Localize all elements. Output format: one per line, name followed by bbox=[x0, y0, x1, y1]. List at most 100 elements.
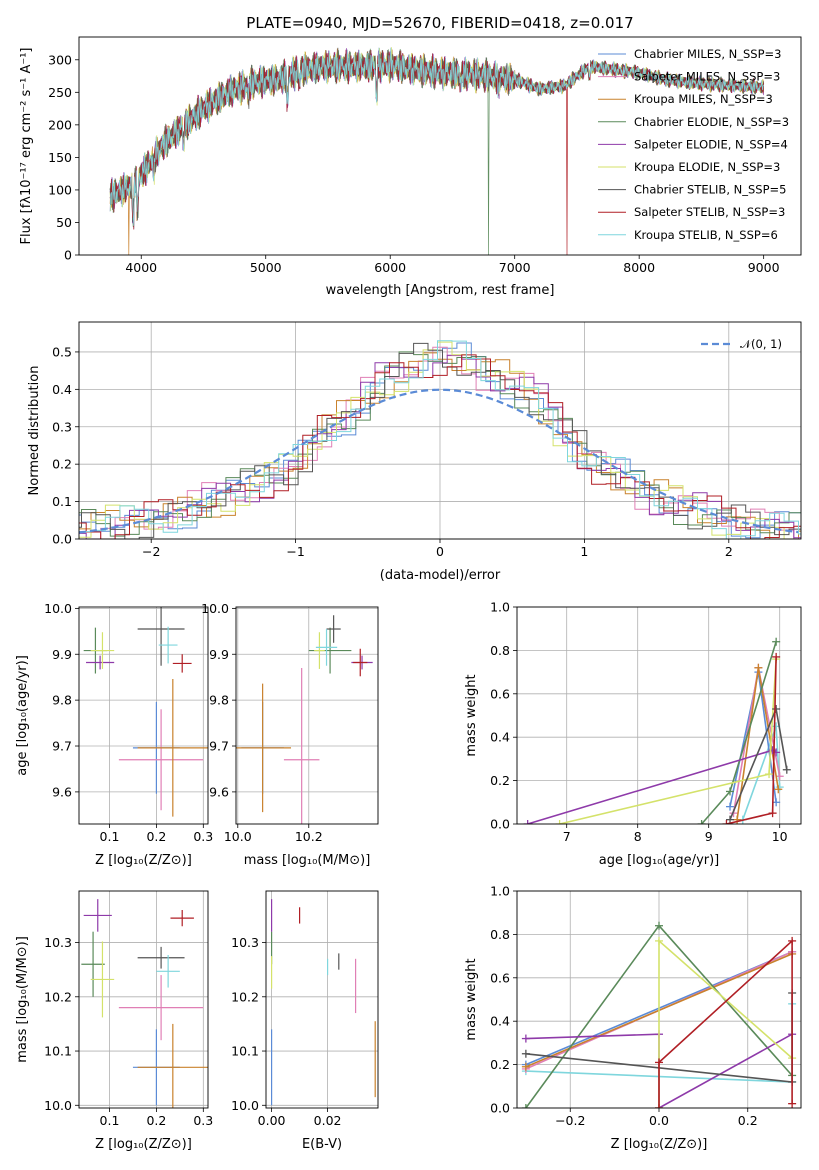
y-tick-label: 9.6 bbox=[209, 784, 229, 799]
x-axis-label: mass [log₁₀(M/M⊙)] bbox=[244, 853, 371, 868]
x-tick-label: 0.2 bbox=[146, 829, 166, 844]
y-tick-label: 0.8 bbox=[490, 643, 510, 658]
y-tick-label: 0.3 bbox=[52, 419, 72, 434]
y-tick-label: 10.0 bbox=[231, 1098, 259, 1113]
histograms bbox=[79, 340, 801, 539]
axes-frame bbox=[78, 890, 209, 1109]
y-tick-label: 0.2 bbox=[52, 457, 72, 472]
histogram-series bbox=[79, 340, 801, 539]
y-tick-label: 10.2 bbox=[231, 989, 259, 1004]
x-axis-label: age [log₁₀(age/yr)] bbox=[599, 853, 720, 868]
x-tick-label: 0.3 bbox=[193, 1113, 213, 1128]
y-tick-label: 10.2 bbox=[44, 989, 72, 1004]
legend-entry: Salpeter STELIB, N_SSP=3 bbox=[634, 205, 785, 219]
x-tick-label: 0 bbox=[436, 544, 444, 559]
legend-entry: Chabrier STELIB, N_SSP=5 bbox=[634, 183, 786, 197]
y-tick-label: 9.8 bbox=[52, 693, 72, 708]
histogram-series bbox=[79, 346, 801, 539]
x-tick-label: 0.00 bbox=[258, 1113, 286, 1128]
y-tick-label: 1.0 bbox=[490, 600, 510, 615]
y-tick-label: 50 bbox=[56, 215, 72, 230]
y-tick-label: 10.0 bbox=[201, 601, 229, 616]
x-tick-label: 2 bbox=[725, 544, 733, 559]
axes-frame bbox=[516, 890, 802, 1109]
axes-frame bbox=[516, 606, 802, 825]
y-tick-label: 10.0 bbox=[44, 1098, 72, 1113]
x-tick-label: −0.2 bbox=[555, 1113, 585, 1128]
x-tick-label: 0.1 bbox=[100, 829, 120, 844]
x-axis-label: (data-model)/error bbox=[380, 568, 501, 583]
axes-frame bbox=[78, 321, 802, 540]
y-tick-label: 1.0 bbox=[490, 884, 510, 899]
x-tick-label: 6000 bbox=[374, 260, 406, 275]
legend-entry: Chabrier MILES, N_SSP=3 bbox=[634, 47, 781, 61]
spectrum-lines bbox=[109, 47, 765, 255]
y-tick-label: 0.6 bbox=[490, 686, 510, 701]
histogram-series bbox=[79, 341, 801, 539]
x-tick-label: 9000 bbox=[748, 260, 780, 275]
x-axis-label: Z [log₁₀(Z/Z⊙)] bbox=[95, 853, 192, 868]
y-tick-label: 10.3 bbox=[231, 935, 259, 950]
y-axis-label: Flux [fλ10⁻¹⁷ erg cm⁻² s⁻¹ A⁻¹] bbox=[19, 48, 34, 245]
y-tick-label: 100 bbox=[48, 182, 72, 197]
y-tick-label: 9.7 bbox=[52, 739, 72, 754]
legend-entry: 𝒩(0, 1) bbox=[740, 337, 782, 351]
y-tick-label: 0.4 bbox=[490, 1014, 510, 1029]
x-tick-label: −1 bbox=[286, 544, 304, 559]
x-tick-label: 10.2 bbox=[295, 829, 323, 844]
weight-lines bbox=[523, 637, 791, 824]
y-tick-label: 10.1 bbox=[231, 1044, 259, 1059]
x-tick-label: 8000 bbox=[623, 260, 655, 275]
error-bars bbox=[81, 899, 208, 1108]
error-bars bbox=[83, 607, 208, 817]
chart-4 bbox=[513, 606, 801, 828]
series-line bbox=[729, 671, 777, 807]
x-axis-label: wavelength [Angstrom, rest frame] bbox=[326, 283, 555, 298]
x-axis-label: E(B-V) bbox=[302, 1137, 342, 1152]
y-axis-label: mass [log₁₀(M/M⊙)] bbox=[15, 936, 30, 1063]
y-tick-label: 9.6 bbox=[52, 784, 72, 799]
y-axis-label: mass weight bbox=[464, 674, 479, 756]
y-tick-label: 10.0 bbox=[44, 601, 72, 616]
x-tick-label: 4000 bbox=[125, 260, 157, 275]
chart-0 bbox=[75, 59, 765, 259]
y-tick-label: 0.2 bbox=[490, 773, 510, 788]
y-tick-label: 0.0 bbox=[52, 532, 72, 547]
chart-5 bbox=[75, 891, 208, 1112]
legend-entry: Kroupa ELODIE, N_SSP=3 bbox=[634, 160, 780, 174]
histogram-series bbox=[79, 352, 801, 539]
x-tick-label: 0.2 bbox=[146, 1113, 166, 1128]
legend-entry: Salpeter MILES, N_SSP=3 bbox=[634, 70, 780, 84]
error-bars bbox=[236, 615, 373, 824]
y-tick-label: 150 bbox=[48, 150, 72, 165]
x-tick-label: 0.2 bbox=[738, 1113, 758, 1128]
weight-lines bbox=[521, 921, 797, 1108]
x-tick-label: 0.02 bbox=[314, 1113, 342, 1128]
y-tick-label: 0 bbox=[64, 248, 72, 263]
x-tick-label: 1 bbox=[580, 544, 588, 559]
x-tick-label: 8 bbox=[634, 829, 642, 844]
y-axis-label: age [log₁₀(age/yr)] bbox=[15, 655, 30, 776]
y-tick-label: 0.6 bbox=[490, 970, 510, 985]
series-line bbox=[658, 939, 793, 1108]
axes-frame bbox=[78, 606, 209, 825]
y-tick-label: 9.9 bbox=[52, 647, 72, 662]
y-tick-label: 0.5 bbox=[52, 344, 72, 359]
legend-entry: Salpeter ELODIE, N_SSP=4 bbox=[634, 137, 788, 151]
y-tick-label: 9.8 bbox=[209, 693, 229, 708]
axes-frame bbox=[78, 36, 802, 256]
legend-entry: Kroupa STELIB, N_SSP=6 bbox=[634, 228, 778, 242]
y-axis-label: Normed distribution bbox=[27, 366, 42, 496]
y-tick-label: 0.2 bbox=[490, 1057, 510, 1072]
x-tick-label: 10.0 bbox=[224, 829, 252, 844]
y-tick-label: 0.1 bbox=[52, 494, 72, 509]
chart-3 bbox=[232, 607, 378, 828]
x-tick-label: 10 bbox=[772, 829, 788, 844]
y-tick-label: 0.4 bbox=[52, 382, 72, 397]
error-bars bbox=[271, 899, 376, 1106]
legend-entry: Chabrier ELODIE, N_SSP=3 bbox=[634, 115, 789, 129]
x-tick-label: −2 bbox=[142, 544, 160, 559]
y-tick-label: 10.1 bbox=[44, 1044, 72, 1059]
histogram-series bbox=[79, 354, 801, 539]
axes-frame bbox=[265, 890, 379, 1109]
